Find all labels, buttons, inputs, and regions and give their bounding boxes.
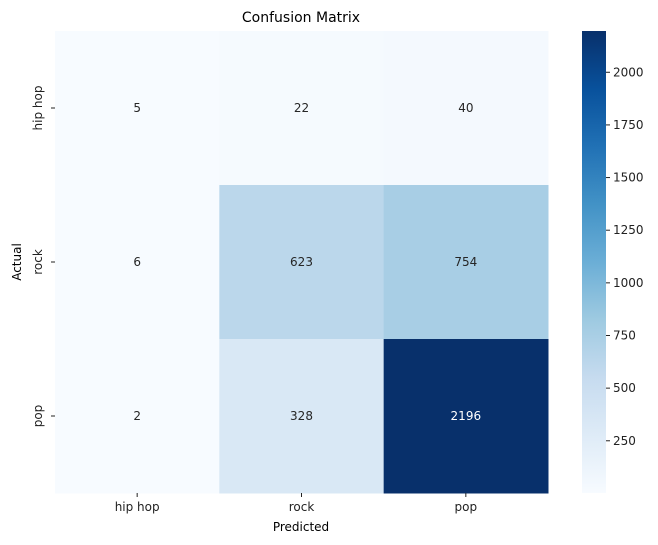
y-tick-label: hip hop (31, 86, 45, 131)
colorbar-tick-label: 1250 (613, 223, 644, 237)
heatmap-cell (55, 185, 220, 340)
heatmap-cell (383, 339, 549, 494)
heatmap-cell (383, 185, 549, 340)
heatmap-cell-labels: 5 22 40 6 623 754 2 328 2196 (133, 101, 481, 423)
colorbar-tick-label: 500 (613, 381, 636, 395)
heatmap-cell (219, 339, 385, 494)
heatmap-cells (55, 31, 549, 494)
colorbar-tick-label: 250 (613, 434, 636, 448)
cell-value-label: 5 (133, 101, 141, 115)
chart-title: Confusion Matrix (242, 10, 360, 26)
cell-value-label: 623 (290, 255, 313, 269)
y-axis-title: Actual (10, 243, 24, 281)
heatmap-cell (219, 31, 385, 186)
colorbar-tick-label: 1500 (613, 171, 644, 185)
colorbar-tick-label: 750 (613, 328, 636, 342)
heatmap-cell (55, 31, 220, 186)
y-axis-ticks: hip hop rock pop (31, 86, 55, 428)
cell-value-label: 40 (458, 101, 473, 115)
y-tick-label: rock (31, 249, 45, 275)
colorbar-tick-label: 1000 (613, 276, 644, 290)
x-tick-label: hip hop (115, 500, 160, 514)
x-tick-label: pop (455, 500, 478, 514)
x-axis-title: Predicted (273, 520, 329, 534)
colorbar-tick-label: 1750 (613, 118, 644, 132)
heatmap-cell (383, 31, 549, 186)
heatmap-cell (55, 339, 220, 494)
heatmap-cell (219, 185, 385, 340)
colorbar-tick-label: 2000 (613, 65, 644, 79)
cell-value-label: 328 (290, 409, 313, 423)
colorbar (582, 31, 606, 493)
cell-value-label: 22 (294, 101, 309, 115)
cell-value-label: 2 (133, 409, 141, 423)
y-tick-label: pop (31, 405, 45, 428)
colorbar-ticks: 250 500 750 1000 1250 1500 1750 2000 (606, 65, 644, 448)
x-axis-ticks: hip hop rock pop (115, 493, 477, 514)
x-tick-label: rock (289, 500, 315, 514)
cell-value-label: 754 (454, 255, 477, 269)
cell-value-label: 6 (133, 255, 141, 269)
cell-value-label: 2196 (451, 409, 482, 423)
